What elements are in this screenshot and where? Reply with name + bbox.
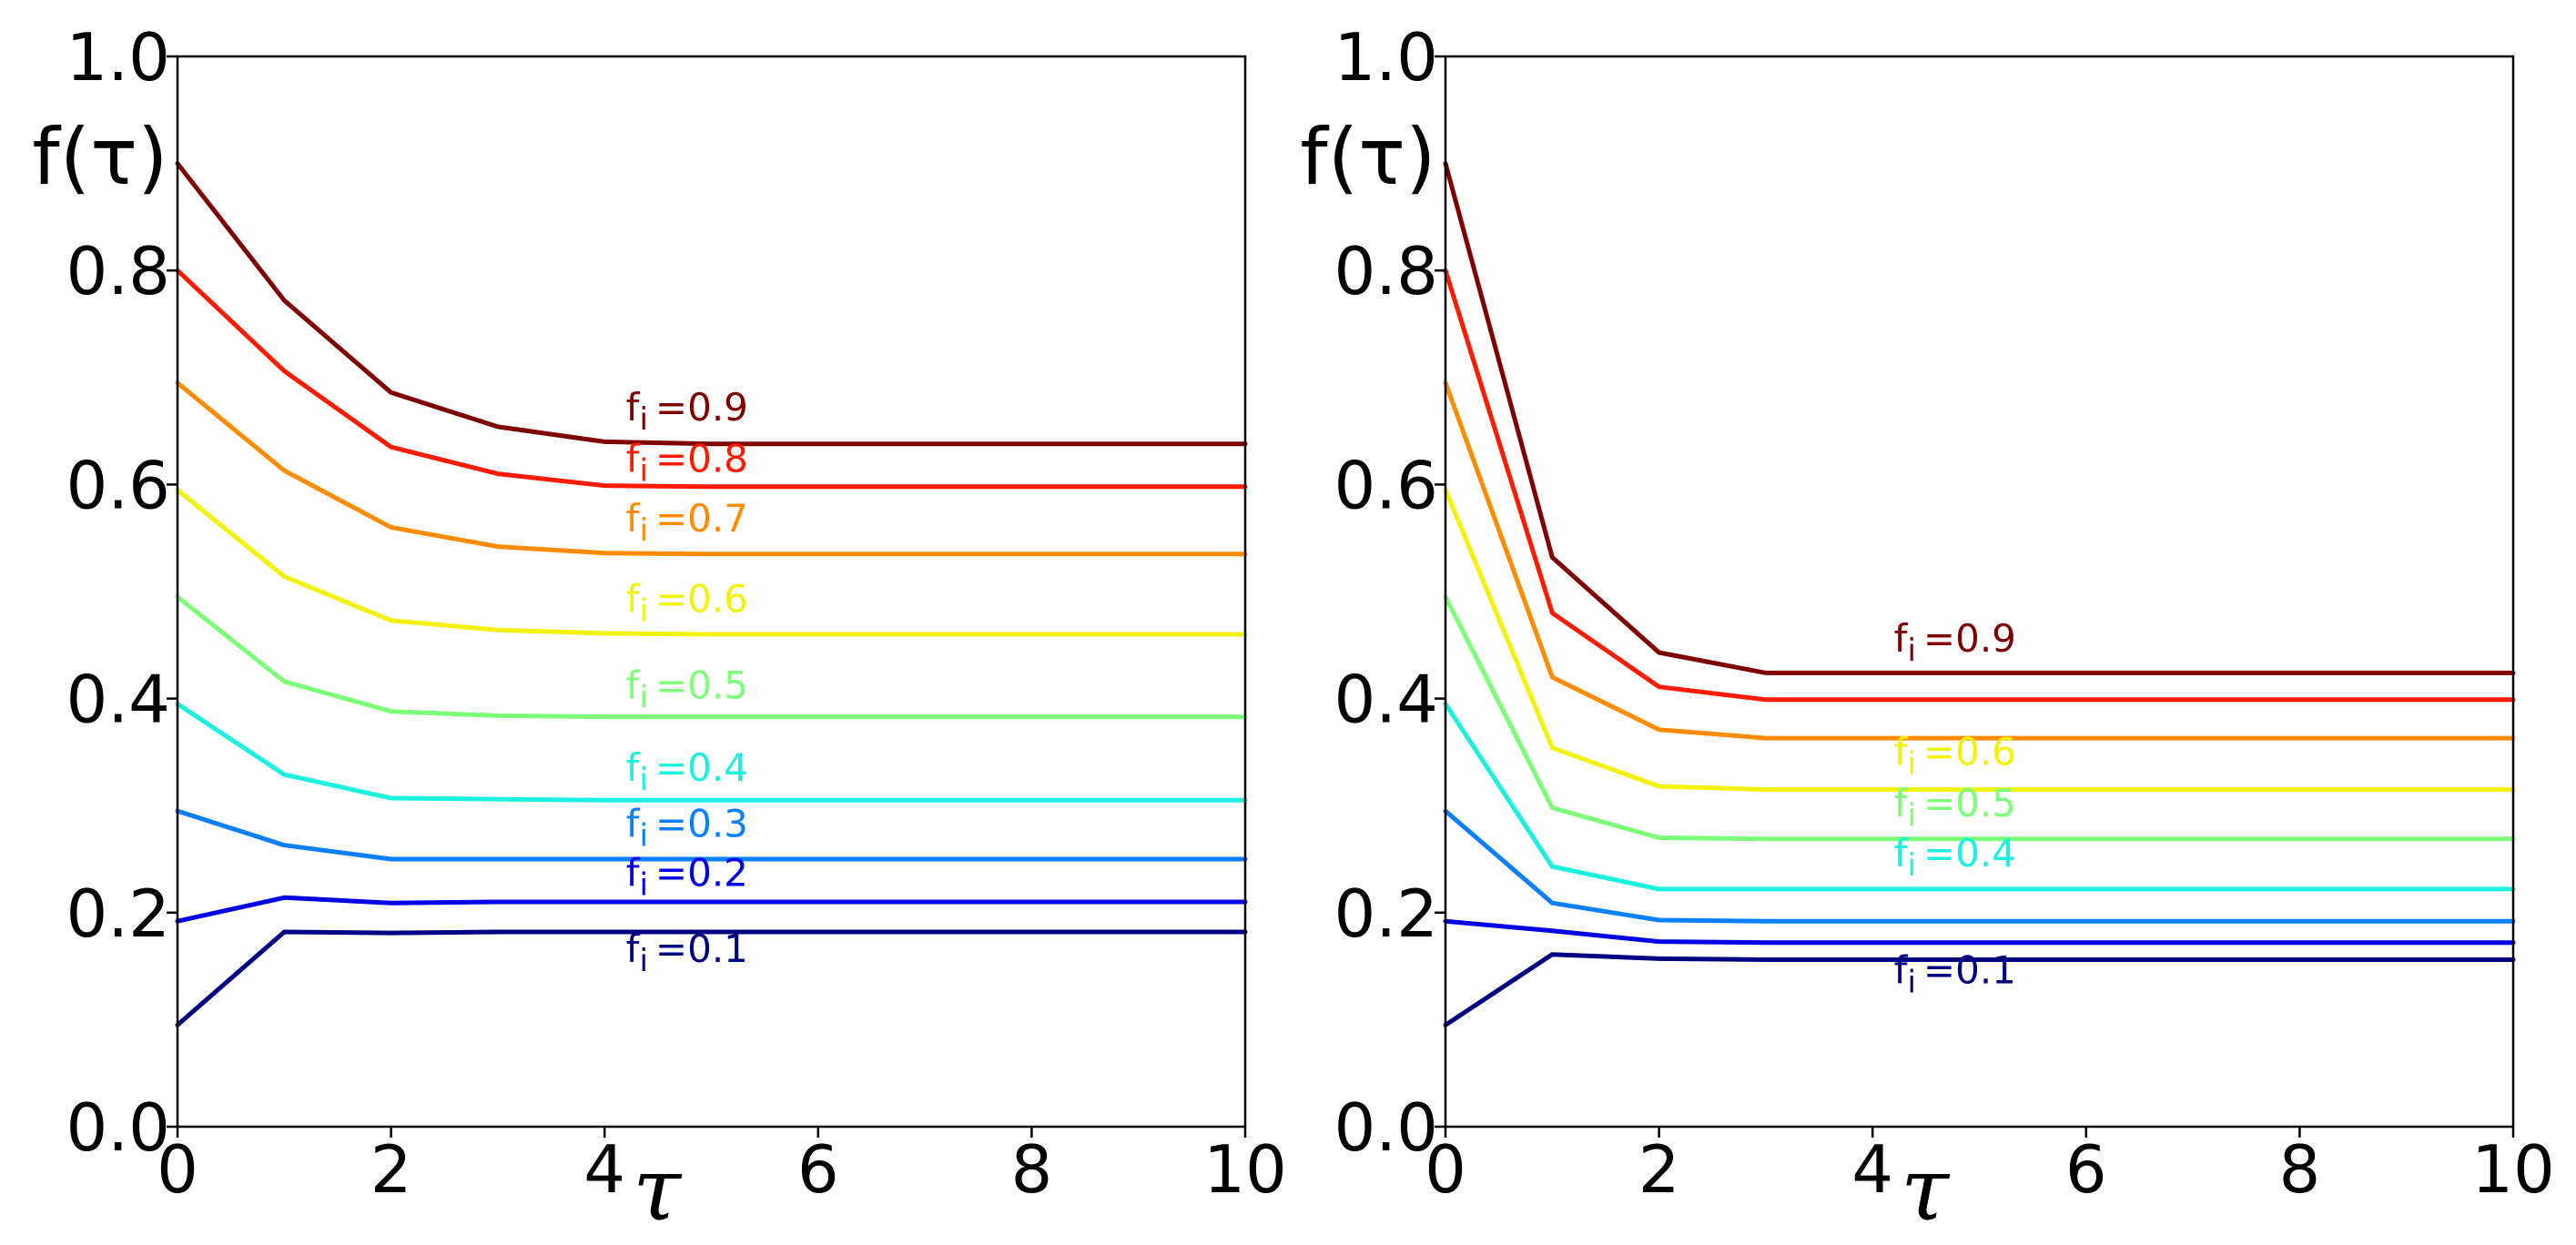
curve-label-0-3: fi =0.3 — [626, 801, 748, 854]
y-tick-label: 0.4 — [1334, 662, 1438, 738]
curve-label-0-6: fi =0.6 — [626, 576, 748, 629]
series-line-0-9 — [1443, 161, 2516, 675]
curve-label-0-6: fi =0.6 — [1894, 730, 2016, 783]
y-tick-label: 1.0 — [1334, 19, 1438, 96]
y-tick-label: 0.0 — [66, 1089, 170, 1166]
curve-label-0-5: fi =0.5 — [1894, 781, 2016, 834]
curve-label-0-4: fi =0.4 — [1894, 831, 2016, 884]
series-line-0-8 — [175, 268, 1248, 490]
right-panel: 0 2 4 6 8 10 0.0 0.2 0.4 0.6 0.8 1.0 f(τ) τ fi =0.9 fi =0… — [1300, 19, 2554, 1240]
axes-frame — [176, 55, 1247, 1129]
x-tick-label: 8 — [2278, 1131, 2320, 1208]
axes-frame — [1444, 55, 2515, 1129]
curve-label-0-1: fi =0.1 — [626, 926, 748, 979]
curve-label-0-8: fi =0.8 — [626, 436, 748, 489]
x-tick-label: 2 — [1638, 1131, 1680, 1208]
curve-label-0-9: fi =0.9 — [626, 385, 748, 438]
series-line-0-3 — [1443, 808, 2516, 924]
series-line-0-5 — [1443, 594, 2516, 842]
y-tick-label: 0.6 — [1334, 447, 1438, 523]
y-tick-label: 0.8 — [66, 233, 170, 309]
y-axis-label: f(τ) — [1300, 112, 1435, 203]
series-line-0-5 — [175, 594, 1248, 720]
y-tick-label: 0.2 — [66, 876, 170, 952]
y-tick-label: 0.8 — [1334, 233, 1438, 309]
curve-label-0-4: fi =0.4 — [626, 745, 748, 798]
x-tick-label: 8 — [1010, 1131, 1052, 1208]
x-tick-label: 0 — [157, 1131, 198, 1208]
x-tick-label: 0 — [1425, 1131, 1466, 1208]
y-tick-label: 0.2 — [1334, 876, 1438, 952]
x-axis-label: τ — [633, 1139, 683, 1240]
x-tick-label: 4 — [583, 1131, 625, 1208]
series-line-0-8 — [1443, 268, 2516, 703]
curve-label-0-9: fi =0.9 — [1894, 616, 2016, 669]
y-tick-label: 0.0 — [1334, 1089, 1438, 1166]
series-line-0-7 — [1443, 380, 2516, 741]
x-tick-label: 6 — [2065, 1131, 2107, 1208]
series-line-0-4 — [1443, 702, 2516, 892]
curve-label-0-2: fi =0.2 — [626, 850, 748, 903]
y-tick-label: 1.0 — [66, 19, 170, 96]
x-axis-label: τ — [1901, 1139, 1951, 1240]
series-line-0-6 — [175, 487, 1248, 637]
x-tick-label: 10 — [2471, 1131, 2555, 1208]
left-panel: 0 2 4 6 8 100.00.20.40.60.81.0f(τ)τfi =0.9fi =0… — [32, 19, 1286, 1240]
y-tick-label: 0.6 — [66, 447, 170, 523]
series-line-0-3 — [175, 808, 1248, 862]
series-line-0-6 — [1443, 487, 2516, 793]
y-axis-label: f(τ) — [32, 112, 167, 203]
y-tick-label: 0.4 — [66, 662, 170, 738]
series-line-0-1 — [1443, 952, 2516, 1027]
x-tick-label: 6 — [797, 1131, 839, 1208]
x-tick-label: 10 — [1203, 1131, 1287, 1208]
curve-label-0-5: fi =0.5 — [626, 663, 748, 716]
x-tick-label: 2 — [370, 1131, 412, 1208]
series-line-0-1 — [175, 929, 1248, 1027]
x-tick-label: 4 — [1851, 1131, 1893, 1208]
series-line-0-4 — [175, 702, 1248, 803]
series-line-0-2 — [175, 895, 1248, 924]
series-line-0-2 — [1443, 918, 2516, 946]
series-line-0-7 — [175, 380, 1248, 557]
series-line-0-9 — [175, 161, 1248, 447]
curve-label-0-7: fi =0.7 — [626, 496, 748, 549]
curve-label-0-1: fi =0.1 — [1894, 947, 2016, 1000]
